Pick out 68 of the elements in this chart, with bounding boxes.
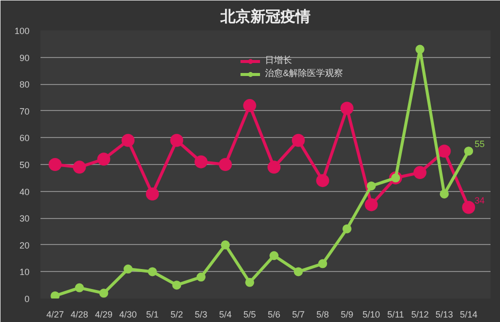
point bbox=[170, 134, 184, 147]
x-tick-label: 5/7 bbox=[292, 310, 305, 320]
x-tick-label: 5/12 bbox=[411, 310, 429, 320]
point bbox=[438, 144, 451, 158]
point bbox=[415, 44, 424, 54]
y-tick-label: 40 bbox=[19, 186, 30, 197]
point bbox=[440, 189, 449, 198]
x-tick-label: 5/11 bbox=[387, 310, 404, 320]
point bbox=[270, 251, 279, 260]
point bbox=[218, 158, 232, 171]
point bbox=[364, 198, 378, 212]
y-tick-label: 30 bbox=[19, 214, 30, 224]
legend-label: 日增长 bbox=[265, 54, 292, 67]
point bbox=[340, 102, 354, 115]
point bbox=[50, 291, 60, 298]
y-tick-label: 0 bbox=[24, 294, 30, 304]
y-tick-label: 60 bbox=[19, 133, 30, 144]
point bbox=[220, 240, 230, 250]
point bbox=[294, 267, 303, 276]
x-tick-label: 5/10 bbox=[362, 310, 380, 320]
point bbox=[292, 134, 305, 147]
data-label: 55 bbox=[474, 139, 485, 150]
point bbox=[462, 200, 476, 214]
point bbox=[366, 181, 376, 190]
x-tick-label: 5/9 bbox=[340, 310, 354, 320]
x-tick-label: 5/5 bbox=[243, 310, 256, 320]
chart-title: 北京新冠疫情 bbox=[220, 8, 310, 26]
y-tick-label: 70 bbox=[19, 106, 30, 116]
x-tick-label: 5/4 bbox=[219, 310, 232, 320]
point bbox=[196, 272, 206, 282]
legend-label: 治愈&解除医学观察 bbox=[265, 67, 344, 80]
y-tick-label: 80 bbox=[19, 80, 30, 90]
point bbox=[194, 155, 208, 168]
x-tick-label: 4/28 bbox=[70, 310, 88, 320]
y-tick-label: 90 bbox=[19, 52, 30, 63]
point bbox=[464, 146, 474, 156]
x-tick-label: 5/2 bbox=[170, 310, 183, 320]
point bbox=[146, 187, 159, 200]
y-tick-label: 100 bbox=[14, 26, 30, 36]
x-tick-label: 5/1 bbox=[146, 310, 159, 320]
data-label: 34 bbox=[474, 195, 485, 206]
x-tick-label: 5/6 bbox=[268, 310, 280, 320]
y-tick-label: 20 bbox=[19, 240, 30, 250]
point bbox=[74, 283, 84, 292]
point bbox=[268, 160, 281, 174]
point bbox=[243, 99, 256, 112]
point bbox=[172, 280, 182, 290]
point bbox=[124, 264, 133, 274]
point bbox=[99, 288, 108, 298]
y-tick-label: 50 bbox=[19, 160, 30, 170]
x-tick-label: 4/27 bbox=[46, 310, 64, 320]
point bbox=[245, 278, 254, 287]
point bbox=[148, 267, 157, 276]
point bbox=[413, 166, 426, 180]
point bbox=[316, 174, 330, 188]
x-tick-label: 5/13 bbox=[436, 310, 454, 320]
y-tick-label: 10 bbox=[19, 267, 30, 278]
x-tick-label: 5/8 bbox=[316, 310, 329, 320]
x-tick-label: 4/30 bbox=[119, 310, 137, 320]
point bbox=[318, 259, 328, 268]
point bbox=[97, 152, 110, 166]
x-tick-label: 4/29 bbox=[94, 310, 113, 320]
x-tick-label: 5/14 bbox=[460, 310, 478, 320]
x-tick-label: 5/3 bbox=[194, 310, 208, 320]
point bbox=[48, 158, 62, 171]
point bbox=[342, 224, 352, 234]
point bbox=[122, 134, 135, 147]
point bbox=[72, 160, 86, 174]
